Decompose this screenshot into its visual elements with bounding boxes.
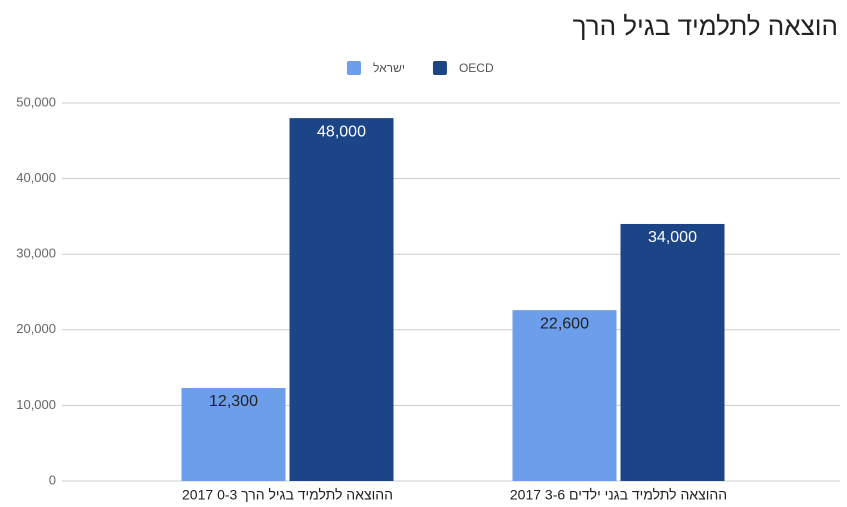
legend-label: OECD <box>459 61 494 75</box>
y-tick-label: 0 <box>49 472 56 487</box>
bar <box>620 223 725 481</box>
legend-label: ישראל <box>373 61 405 75</box>
y-tick-label: 20,000 <box>16 321 56 336</box>
data-label: 48,000 <box>317 123 366 140</box>
y-tick-label: 10,000 <box>16 397 56 412</box>
chart-title: הוצאה לתלמיד בגיל הרך <box>573 11 838 41</box>
bar <box>512 310 617 481</box>
legend-swatch <box>432 61 447 75</box>
y-tick-label: 50,000 <box>16 94 56 109</box>
legend-swatch <box>347 61 361 75</box>
data-label: 22,600 <box>540 315 589 332</box>
x-tick-label: ההוצאה לתלמיד בגיל הרך 0-3 2017 <box>182 487 393 503</box>
bar <box>289 118 394 482</box>
data-label: 34,000 <box>648 229 697 246</box>
data-label: 12,300 <box>209 393 258 410</box>
y-tick-label: 30,000 <box>16 246 56 261</box>
x-tick-label: ההוצאה לתלמיד בגני ילדים 3-6 2017 <box>510 487 727 503</box>
y-tick-label: 40,000 <box>16 170 56 185</box>
bar <box>181 388 286 481</box>
